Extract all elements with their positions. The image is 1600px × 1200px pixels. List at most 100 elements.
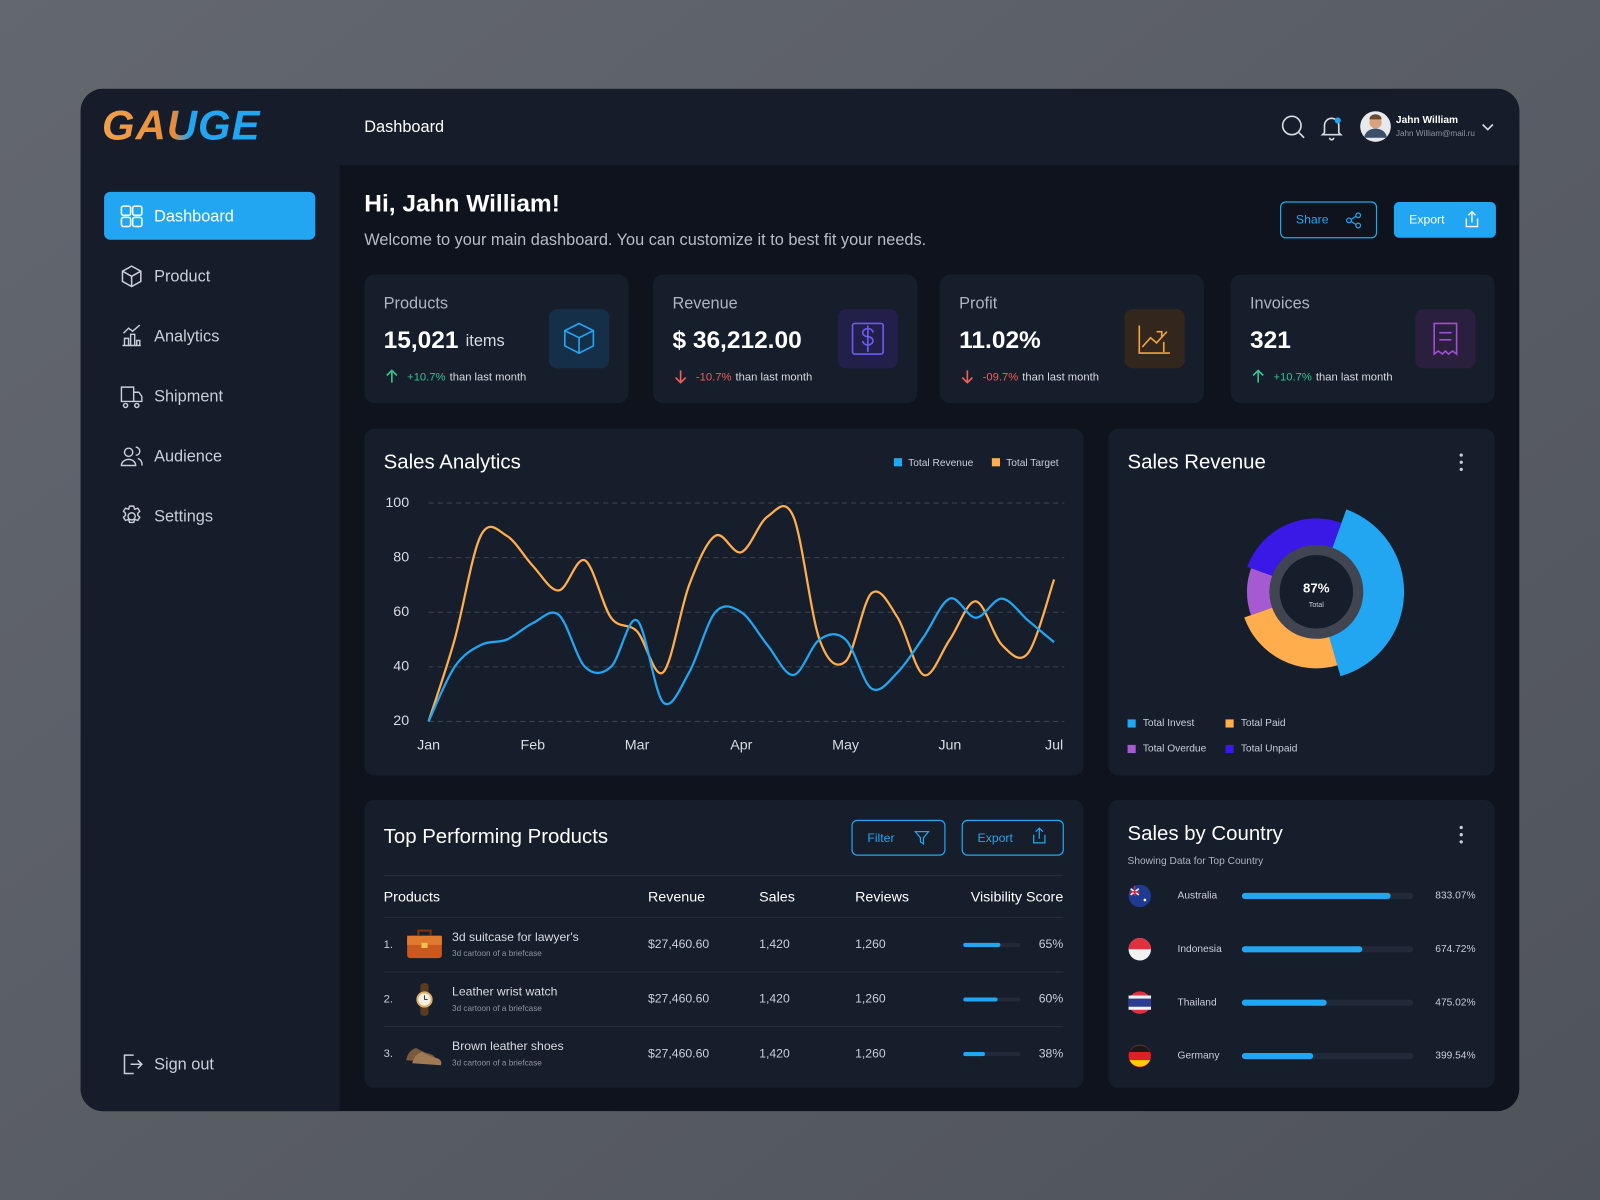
product-image <box>412 1052 442 1066</box>
bar-value-label: 833.07% <box>1435 891 1475 902</box>
row-rank: 2. <box>384 993 393 1005</box>
notification-icon[interactable] <box>1320 117 1343 141</box>
nav-active-bg <box>104 191 316 240</box>
topbar <box>339 88 1520 166</box>
filter-button[interactable]: Filter <box>851 819 946 856</box>
flag-detail <box>1128 998 1152 1007</box>
donut-segment <box>1247 518 1342 576</box>
more-menu[interactable] <box>1459 453 1463 472</box>
icon-part <box>121 265 142 288</box>
column-header: Products <box>384 890 440 906</box>
sales-cell: 1,420 <box>759 992 790 1006</box>
icon-part <box>122 324 141 347</box>
reviews-cell: 1,260 <box>855 1046 886 1060</box>
stat-value: $ 36,212.00 <box>672 327 801 354</box>
stat-change-line: +10.7% than last month <box>407 372 526 384</box>
x-tick-label: Apr <box>730 738 752 754</box>
stat-label: Invoices <box>1250 294 1310 312</box>
country-row: Thailand 475.02% <box>1128 991 1476 1014</box>
stat-card-bg <box>653 274 918 404</box>
sign-out[interactable]: Sign out <box>123 1054 214 1075</box>
export-button[interactable]: Export <box>1393 202 1496 238</box>
product-name: 3d suitcase for lawyer's <box>452 930 579 944</box>
stat-card-bg <box>364 274 629 404</box>
x-tick-label: Feb <box>521 738 546 754</box>
country-row: Indonesia 674.72% <box>1128 938 1476 961</box>
stat-card: Products 15,021 items +10.7% than last month <box>364 274 629 404</box>
stat-change-line: -09.7% than last month <box>983 372 1099 384</box>
legend-swatch <box>1225 719 1234 728</box>
bar <box>1241 1052 1314 1060</box>
country-name: Indonesia <box>1178 944 1223 955</box>
stat-note: than last month <box>1022 372 1099 384</box>
revenue-cell: $27,460.60 <box>648 992 709 1006</box>
nav-item[interactable]: Settings <box>122 505 213 526</box>
table-export-label: Export <box>978 831 1014 845</box>
column-header: Sales <box>759 890 795 906</box>
flag-detail <box>1129 885 1140 896</box>
donut-segment <box>1244 607 1338 669</box>
score-label: 65% <box>1039 937 1064 951</box>
product-description: 3d cartoon of a briefcase <box>452 949 542 958</box>
stat-change: +10.7% <box>1273 372 1311 384</box>
more-menu[interactable] <box>1459 825 1463 844</box>
table-export-button[interactable]: Export <box>961 819 1064 856</box>
trend-arrow <box>1252 369 1264 383</box>
icon-part <box>127 512 136 521</box>
nav-label: Product <box>154 268 211 286</box>
avatar[interactable] <box>1360 111 1391 142</box>
score-bar <box>963 1052 985 1057</box>
product-image <box>417 929 432 936</box>
product-name: Brown leather shoes <box>452 1039 564 1053</box>
donut-center-value: 87% <box>1303 580 1330 595</box>
bar-value-label: 399.54% <box>1435 1051 1475 1062</box>
donut-segment <box>1246 568 1273 616</box>
sales-cell: 1,420 <box>759 1046 790 1060</box>
nav-label: Settings <box>154 508 213 526</box>
stat-label: Products <box>384 294 448 312</box>
search-icon[interactable] <box>1281 115 1305 139</box>
share-label: Share <box>1296 213 1329 227</box>
stat-icon <box>563 322 595 355</box>
revenue-cell: $27,460.60 <box>648 937 709 951</box>
nav-item[interactable]: Audience <box>120 446 222 467</box>
user-menu-chevron[interactable] <box>1482 123 1494 131</box>
sidebar <box>80 88 340 1112</box>
table-row: 3. Brown leather shoes 3d cartoon of a bri… <box>384 1026 1063 1067</box>
column-header: Revenue <box>648 890 705 906</box>
user-name: Jahn William <box>1396 115 1458 126</box>
row-rank: 1. <box>384 939 393 951</box>
stat-change: -10.7% <box>696 372 732 384</box>
stat-value-line: 11.02% <box>959 327 1041 354</box>
country-name: Thailand <box>1178 997 1217 1008</box>
nav-item[interactable]: Dashboard <box>104 191 316 240</box>
legend-label: Total Invest <box>1143 718 1195 729</box>
table-row: 1. 3d suitcase for lawyer's 3d cartoon of … <box>384 916 1064 958</box>
nav-label: Shipment <box>154 388 223 406</box>
share-button[interactable]: Share <box>1280 201 1378 239</box>
nav-label: Dashboard <box>154 208 234 226</box>
y-tick-label: 60 <box>393 604 409 620</box>
nav-item[interactable]: Shipment <box>120 386 223 409</box>
stat-note: than last month <box>450 372 527 384</box>
card-title: Sales Revenue <box>1128 452 1266 474</box>
legend-swatch <box>1127 719 1136 728</box>
icon-part <box>131 216 143 228</box>
product-description: 3d cartoon of a briefcase <box>452 1058 542 1067</box>
country-row: Australia 833.07% <box>1128 884 1476 908</box>
legend-label: Total Paid <box>1241 718 1286 729</box>
donut-center-label: Total <box>1309 601 1324 609</box>
legend-label: Total Target <box>1006 458 1059 469</box>
legend-label: Total Revenue <box>908 458 973 469</box>
bar <box>1241 999 1327 1006</box>
nav-item[interactable]: Analytics <box>122 324 219 347</box>
stat-card-bg <box>939 274 1205 404</box>
score-bar <box>963 997 998 1002</box>
country-name: Australia <box>1178 891 1218 902</box>
card-subtitle: Showing Data for Top Country <box>1128 856 1265 867</box>
x-tick-label: Mar <box>625 738 650 754</box>
nav-item[interactable]: Product <box>121 265 211 288</box>
y-tick-label: 40 <box>393 659 409 675</box>
flag-detail <box>1129 1060 1150 1067</box>
